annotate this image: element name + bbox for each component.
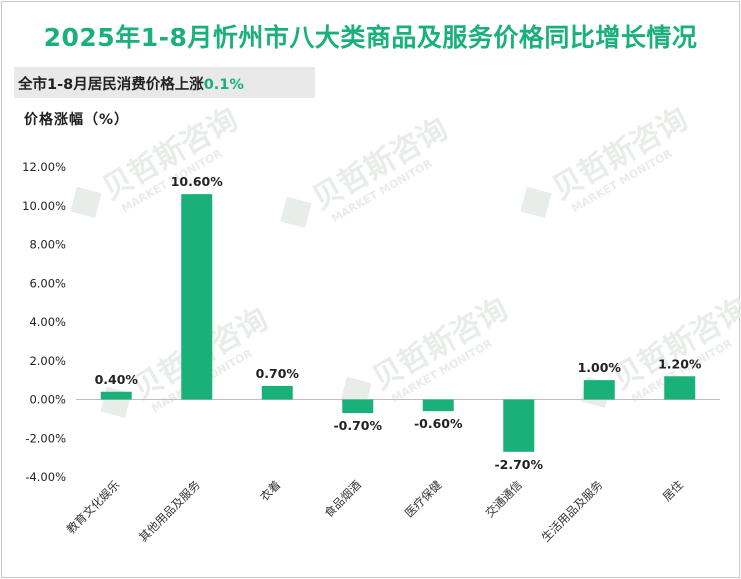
y-tick-label: 0.00%	[29, 393, 66, 407]
bar	[422, 399, 454, 412]
y-tick-label: 6.00%	[29, 276, 66, 290]
subtitle-value: 0.1%	[203, 77, 244, 93]
chart-bars	[100, 194, 696, 452]
x-category-label: 居住	[660, 477, 687, 504]
subtitle-box	[14, 67, 315, 98]
data-label: 0.70%	[256, 366, 300, 381]
subtitle-text: 全市1-8月居民消费价格上涨	[18, 77, 204, 93]
x-category-label: 医疗保健	[402, 477, 445, 520]
data-label: -0.70%	[333, 418, 382, 433]
data-label: 0.40%	[95, 372, 139, 387]
y-tick-label: -4.00%	[25, 470, 66, 484]
y-tick-label: 12.00%	[22, 160, 66, 174]
y-tick-label: 10.00%	[22, 199, 66, 213]
bar	[181, 194, 213, 400]
x-category-label: 生活用品及服务	[539, 477, 606, 544]
y-tick-label: 8.00%	[29, 238, 66, 252]
x-category-label: 交通通信	[482, 478, 524, 520]
data-label: 1.20%	[658, 356, 702, 371]
watermark-logo	[520, 186, 552, 218]
bar	[342, 399, 374, 414]
data-label: -2.70%	[494, 457, 543, 472]
bar	[583, 380, 615, 400]
x-category-label: 食品烟酒	[321, 478, 363, 520]
data-label: 10.60%	[171, 174, 224, 189]
x-category-label: 其他用品及服务	[136, 477, 203, 544]
y-tick-label: -2.00%	[25, 431, 66, 445]
watermark-logo	[70, 186, 102, 218]
subtitle: 全市1-8月居民消费价格上涨0.1%	[18, 73, 244, 94]
x-category-label: 教育文化娱乐	[64, 477, 123, 536]
y-axis-label: 价格涨幅（%）	[24, 112, 130, 128]
x-category-label: 衣着	[257, 478, 283, 504]
chart-title: 2025年1-8月忻州市八大类商品及服务价格同比增长情况	[43, 23, 698, 52]
bar	[100, 391, 132, 400]
bar	[664, 376, 696, 400]
watermark-logo	[280, 196, 312, 228]
bar	[503, 399, 535, 452]
data-label: -0.60%	[414, 416, 463, 431]
y-tick-label: 4.00%	[29, 315, 66, 329]
data-label: 1.00%	[578, 360, 622, 375]
y-tick-label: 2.00%	[29, 354, 66, 368]
bar	[261, 385, 293, 400]
